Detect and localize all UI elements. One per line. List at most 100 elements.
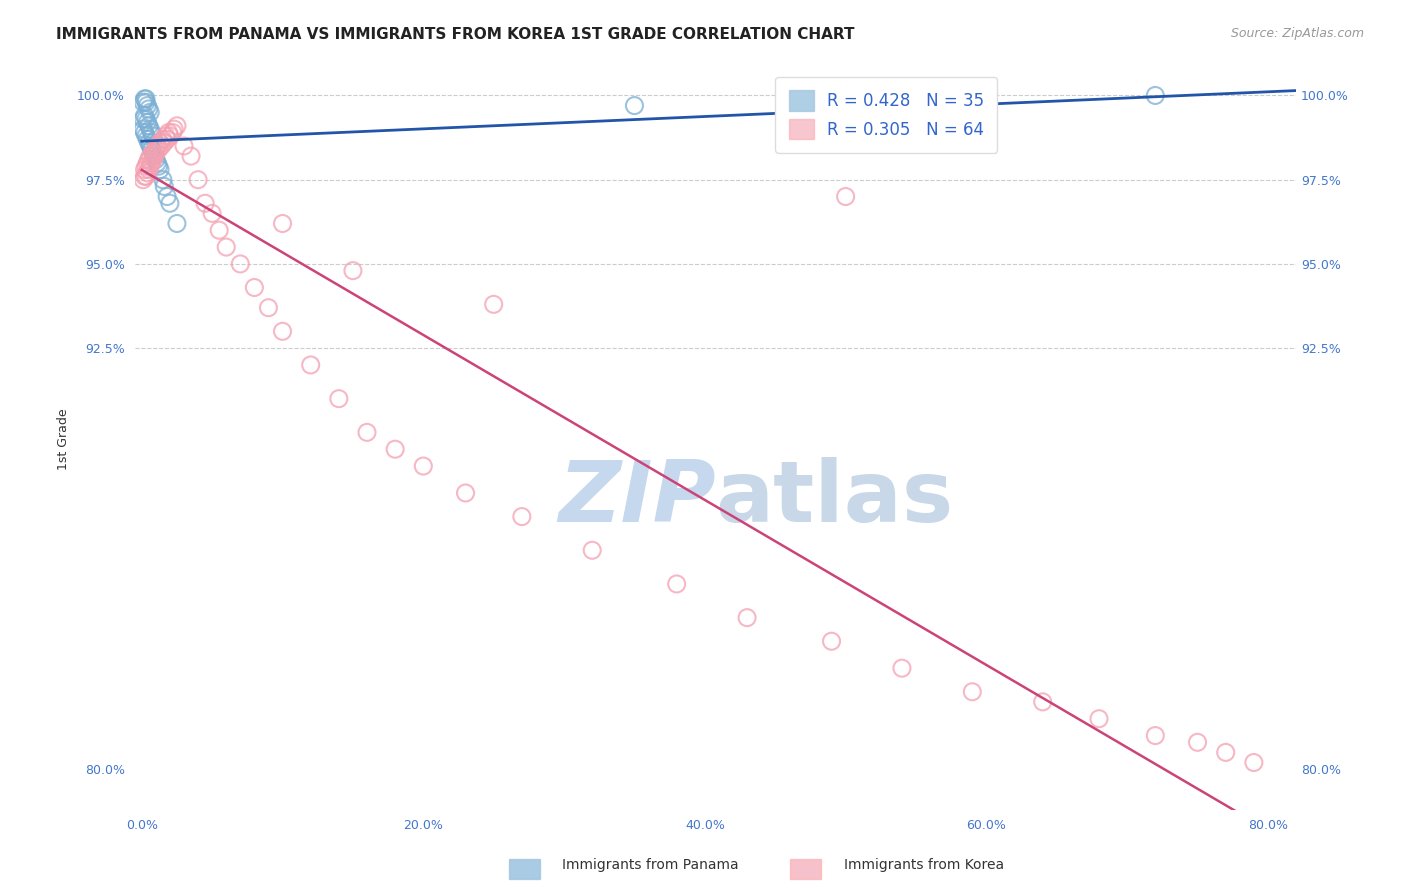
Point	[152, 172, 174, 186]
Point	[155, 128, 177, 143]
Point	[138, 153, 160, 167]
Point	[328, 392, 350, 406]
Point	[134, 126, 156, 140]
Point	[962, 685, 984, 699]
Point	[136, 132, 159, 146]
Point	[1243, 756, 1265, 770]
Point	[159, 196, 181, 211]
Point	[145, 145, 167, 160]
Text: atlas: atlas	[716, 457, 953, 540]
Point	[820, 634, 842, 648]
Point	[134, 162, 156, 177]
Point	[149, 162, 172, 177]
Point	[145, 153, 167, 167]
Point	[166, 119, 188, 133]
Point	[149, 136, 172, 150]
Point	[208, 223, 231, 237]
Point	[271, 324, 294, 338]
Point	[136, 166, 159, 180]
Point	[132, 95, 155, 110]
Point	[136, 115, 159, 129]
Point	[623, 98, 645, 112]
Point	[166, 217, 188, 231]
Point	[890, 661, 912, 675]
Point	[142, 145, 165, 160]
Point	[138, 102, 160, 116]
Point	[201, 206, 224, 220]
Point	[510, 509, 533, 524]
Point	[152, 132, 174, 146]
Point	[134, 109, 156, 123]
Point	[180, 149, 202, 163]
Point	[139, 105, 162, 120]
Point	[136, 156, 159, 170]
Point	[665, 577, 688, 591]
Point	[194, 196, 217, 211]
Point	[153, 179, 176, 194]
Point	[1187, 735, 1209, 749]
Point	[146, 156, 169, 170]
Point	[243, 280, 266, 294]
Point	[142, 145, 165, 160]
Point	[150, 139, 173, 153]
Point	[1215, 746, 1237, 760]
Point	[148, 142, 170, 156]
Point	[1144, 88, 1167, 103]
Point	[141, 156, 163, 170]
Point	[134, 92, 156, 106]
Point	[153, 136, 176, 150]
Point	[142, 153, 165, 167]
Point	[834, 189, 856, 203]
Point	[342, 263, 364, 277]
Point	[1032, 695, 1054, 709]
Point	[136, 98, 159, 112]
Point	[145, 142, 167, 156]
Y-axis label: 1st Grade: 1st Grade	[58, 409, 70, 470]
Point	[229, 257, 252, 271]
Point	[299, 358, 322, 372]
Point	[162, 126, 184, 140]
Point	[132, 112, 155, 126]
Point	[141, 126, 163, 140]
Text: Immigrants from Korea: Immigrants from Korea	[844, 858, 1004, 872]
Point	[139, 149, 162, 163]
Point	[132, 172, 155, 186]
Point	[581, 543, 603, 558]
Point	[482, 297, 505, 311]
Text: Source: ZipAtlas.com: Source: ZipAtlas.com	[1230, 27, 1364, 40]
Point	[139, 122, 162, 136]
Point	[146, 139, 169, 153]
Point	[187, 172, 209, 186]
Point	[132, 122, 155, 136]
Point	[157, 126, 180, 140]
Point	[356, 425, 378, 440]
Text: IMMIGRANTS FROM PANAMA VS IMMIGRANTS FROM KOREA 1ST GRADE CORRELATION CHART: IMMIGRANTS FROM PANAMA VS IMMIGRANTS FRO…	[56, 27, 855, 42]
Point	[138, 162, 160, 177]
Point	[159, 128, 181, 143]
Point	[412, 458, 434, 473]
Point	[257, 301, 280, 315]
Point	[735, 610, 758, 624]
Point	[143, 149, 166, 163]
Point	[143, 149, 166, 163]
Text: Immigrants from Panama: Immigrants from Panama	[562, 858, 740, 872]
Point	[135, 159, 157, 173]
Point	[135, 92, 157, 106]
Point	[156, 132, 179, 146]
Point	[271, 217, 294, 231]
Point	[1088, 712, 1111, 726]
Point	[215, 240, 238, 254]
Text: ZIP: ZIP	[558, 457, 716, 540]
Point	[384, 442, 406, 457]
Legend: R = 0.428   N = 35, R = 0.305   N = 64: R = 0.428 N = 35, R = 0.305 N = 64	[775, 77, 997, 153]
Point	[139, 139, 162, 153]
Point	[135, 169, 157, 184]
Point	[454, 486, 477, 500]
Point	[138, 136, 160, 150]
Point	[135, 95, 157, 110]
Point	[173, 139, 195, 153]
Point	[142, 128, 165, 143]
Point	[138, 119, 160, 133]
Point	[156, 189, 179, 203]
Point	[163, 122, 186, 136]
